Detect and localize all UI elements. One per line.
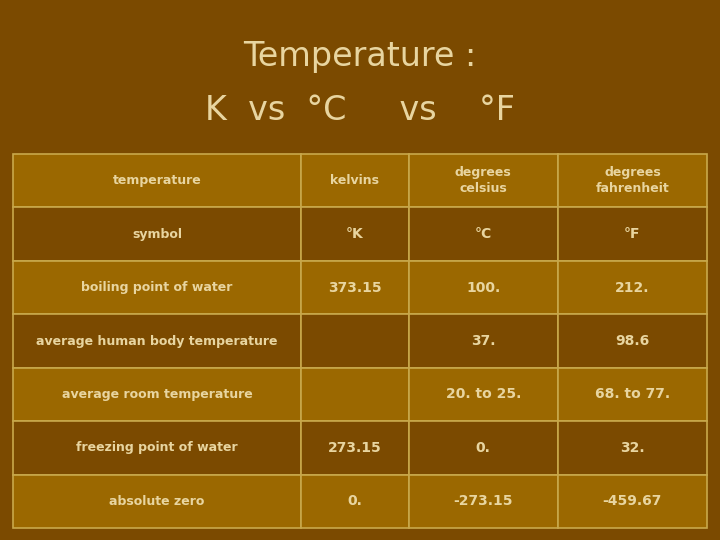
Text: average human body temperature: average human body temperature [36,334,278,348]
Text: symbol: symbol [132,227,182,241]
Bar [13,475,301,528]
Text: kelvins: kelvins [330,174,379,187]
Bar [301,261,408,314]
Text: 20. to 25.: 20. to 25. [446,388,521,401]
Bar [558,475,707,528]
Text: 273.15: 273.15 [328,441,382,455]
Text: average room temperature: average room temperature [62,388,252,401]
Text: 0.: 0. [476,441,490,455]
Bar [408,261,558,314]
Bar [13,261,301,314]
Text: absolute zero: absolute zero [109,495,204,508]
Text: temperature: temperature [112,174,202,187]
Text: degrees
celsius: degrees celsius [455,166,512,195]
Text: 100.: 100. [466,281,500,294]
Text: °F: °F [624,227,641,241]
Bar [558,314,707,368]
Text: freezing point of water: freezing point of water [76,441,238,455]
Text: -273.15: -273.15 [454,495,513,508]
Bar [558,207,707,261]
Bar [558,421,707,475]
Text: Temperature :: Temperature : [243,40,477,73]
Text: -459.67: -459.67 [603,495,662,508]
Bar [13,421,301,475]
Text: °C: °C [474,227,492,241]
Bar [408,314,558,368]
Text: 98.6: 98.6 [616,334,649,348]
Text: °K: °K [346,227,364,241]
Text: degrees
fahrenheit: degrees fahrenheit [595,166,670,195]
Bar [13,314,301,368]
Bar [301,154,408,207]
Text: 373.15: 373.15 [328,281,382,294]
Bar [13,368,301,421]
Bar [408,207,558,261]
Text: 68. to 77.: 68. to 77. [595,388,670,401]
Bar [301,421,408,475]
Bar [408,154,558,207]
Bar [408,368,558,421]
Bar [558,368,707,421]
Text: 212.: 212. [615,281,649,294]
Text: 37.: 37. [471,334,495,348]
Bar [558,261,707,314]
Bar [408,421,558,475]
Bar [301,368,408,421]
Bar [301,314,408,368]
Bar [13,207,301,261]
Text: boiling point of water: boiling point of water [81,281,233,294]
Text: 32.: 32. [620,441,644,455]
Bar [301,475,408,528]
Bar [558,154,707,207]
Text: 0.: 0. [347,495,362,508]
Text: K  vs  °C     vs    °F: K vs °C vs °F [205,94,515,127]
Bar [408,475,558,528]
Bar [301,207,408,261]
Bar [13,154,301,207]
